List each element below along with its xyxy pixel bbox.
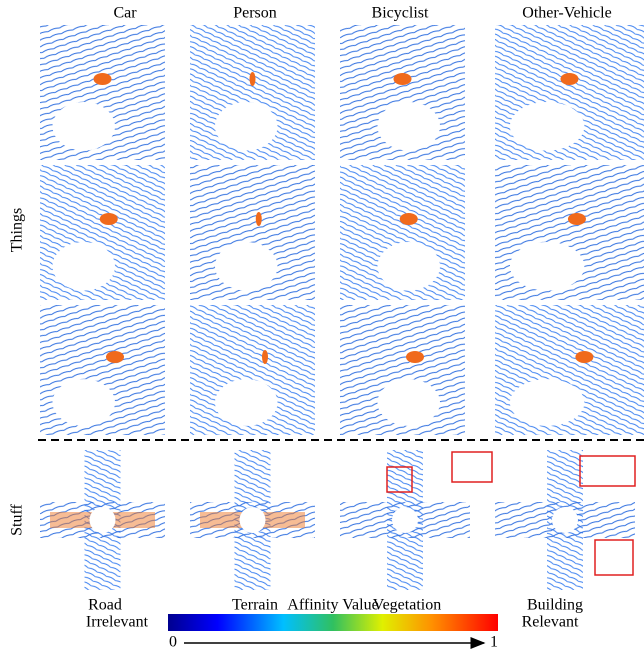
void bbox=[240, 507, 266, 533]
stuff-label: Vegetation bbox=[373, 597, 441, 614]
point-cloud-panel bbox=[340, 25, 465, 160]
highlight bbox=[256, 212, 262, 226]
void bbox=[510, 242, 585, 291]
panels bbox=[40, 25, 644, 590]
highlight bbox=[400, 213, 418, 225]
point-cloud-panel bbox=[40, 165, 165, 300]
stuff-label: Road bbox=[88, 597, 122, 614]
stuff-label: Terrain bbox=[232, 597, 278, 614]
void bbox=[215, 379, 278, 426]
point-cloud-panel bbox=[495, 25, 644, 160]
highlight bbox=[262, 350, 268, 364]
colorbar-max: 1 bbox=[490, 634, 498, 651]
void bbox=[378, 242, 441, 291]
point-cloud-panel bbox=[340, 305, 465, 435]
row-label: Stuff bbox=[9, 503, 26, 535]
column-header: Car bbox=[113, 5, 137, 22]
point-cloud-panel bbox=[495, 165, 644, 300]
row-label: Things bbox=[9, 208, 26, 252]
highlight bbox=[568, 213, 586, 225]
point-cloud-panel bbox=[495, 305, 644, 435]
highlight bbox=[575, 351, 593, 363]
highlight bbox=[106, 351, 124, 363]
point-cloud-panel bbox=[190, 165, 315, 300]
highlight bbox=[94, 73, 112, 85]
column-header: Other-Vehicle bbox=[522, 5, 611, 22]
colorbar-min: 0 bbox=[169, 634, 177, 651]
point-cloud-panel bbox=[190, 25, 315, 160]
stuff-label: Building bbox=[527, 597, 583, 614]
column-header: Person bbox=[233, 5, 277, 22]
colorbar-right-label: Relevant bbox=[522, 614, 579, 631]
zoom-box bbox=[580, 456, 635, 486]
highlight bbox=[250, 72, 256, 86]
colorbar-title: Affinity Value bbox=[287, 597, 378, 614]
point-cloud-panel bbox=[40, 450, 165, 590]
void bbox=[215, 102, 278, 151]
void bbox=[510, 102, 585, 151]
point-cloud-panel bbox=[190, 305, 315, 435]
void bbox=[392, 507, 418, 533]
colorbar bbox=[168, 614, 498, 631]
colorbar-left-label: Irrelevant bbox=[86, 614, 149, 631]
point-cloud-panel bbox=[40, 305, 165, 435]
void bbox=[378, 379, 441, 426]
highlight bbox=[100, 213, 118, 225]
point-cloud-panel bbox=[190, 450, 315, 590]
void bbox=[510, 379, 585, 426]
zoom-box bbox=[452, 452, 492, 482]
point-cloud-panel bbox=[495, 450, 635, 590]
point-cloud-panel bbox=[340, 450, 470, 590]
void bbox=[215, 242, 278, 291]
point-cloud-panel bbox=[340, 165, 465, 300]
column-header: Bicyclist bbox=[372, 5, 429, 22]
void bbox=[378, 102, 441, 151]
highlight bbox=[561, 73, 579, 85]
highlight bbox=[394, 73, 412, 85]
figure: Car Person Bicyclist Other-Vehicle Thing… bbox=[0, 0, 644, 651]
void bbox=[53, 242, 116, 291]
void bbox=[53, 102, 116, 151]
void bbox=[53, 379, 116, 426]
highlight bbox=[406, 351, 424, 363]
void bbox=[90, 507, 116, 533]
void bbox=[552, 507, 578, 533]
zoom-box bbox=[595, 540, 633, 575]
point-cloud-panel bbox=[40, 25, 165, 160]
